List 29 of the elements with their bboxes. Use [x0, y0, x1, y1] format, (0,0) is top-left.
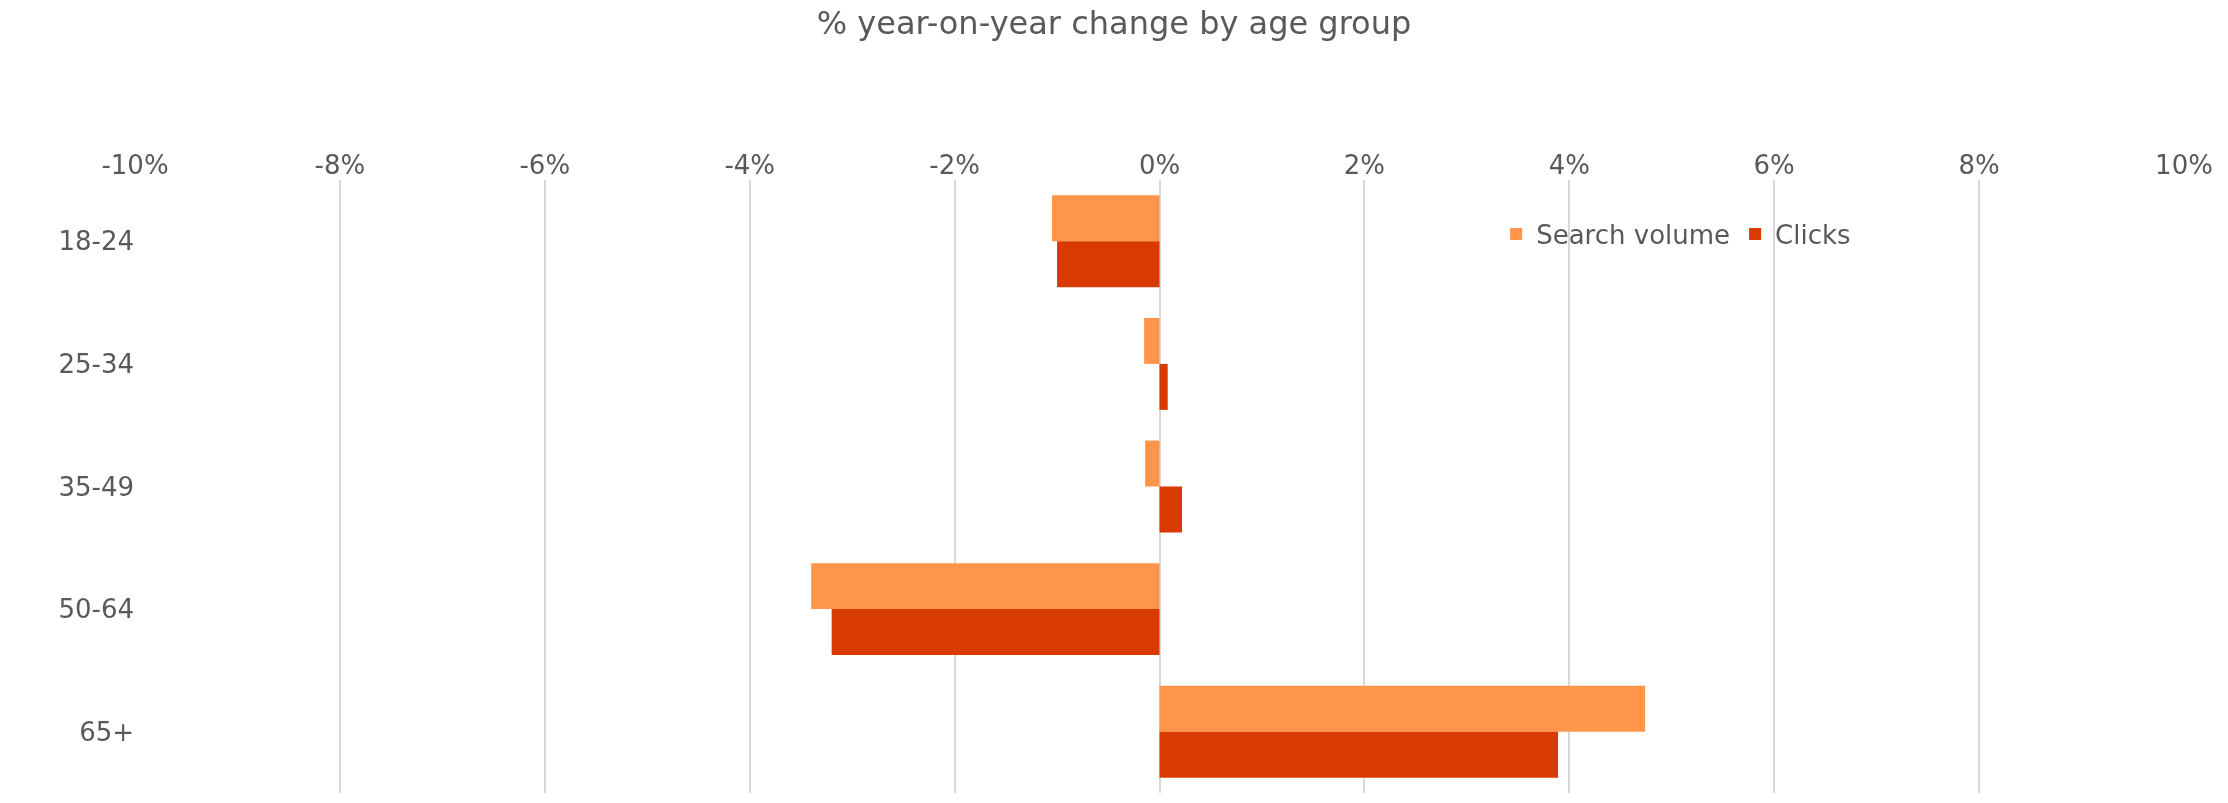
bar — [1051, 195, 1160, 242]
x-tick-label: 10% — [2155, 149, 2213, 180]
x-tick-label: -6% — [519, 149, 571, 180]
bar — [831, 609, 1160, 656]
y-tick-label: 65+ — [79, 716, 134, 747]
y-tick-label: 50-64 — [58, 594, 134, 625]
x-tick-label: 6% — [1753, 149, 1795, 180]
bar — [1057, 241, 1160, 288]
bar — [1145, 440, 1160, 487]
bar — [1159, 363, 1168, 410]
bar — [1144, 317, 1160, 364]
bar — [1159, 486, 1183, 533]
y-tick-label: 18-24 — [58, 226, 134, 257]
bar — [1159, 685, 1646, 732]
bar — [1159, 731, 1559, 778]
y-tick-label: 25-34 — [58, 349, 134, 379]
x-tick-label: -10% — [101, 149, 169, 180]
bar — [811, 563, 1160, 610]
x-tick-label: -2% — [929, 149, 980, 180]
x-tick-label: 0% — [1138, 149, 1181, 180]
legend-label: Search volume — [1536, 220, 1731, 251]
x-tick-label: 2% — [1343, 149, 1386, 180]
y-tick-label: 35-49 — [58, 471, 134, 502]
x-tick-label: 8% — [1958, 149, 2000, 180]
x-tick-label: 4% — [1548, 149, 1590, 180]
chart-title: % year-on-year change by age group — [816, 4, 1412, 43]
x-tick-label: -4% — [724, 149, 776, 180]
legend-label: Clicks — [1775, 220, 1851, 251]
x-tick-label: -8% — [314, 149, 366, 180]
